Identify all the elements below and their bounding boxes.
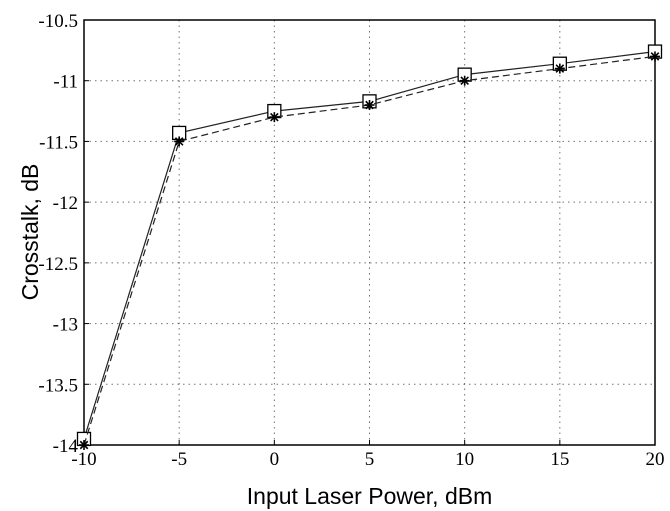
x-tick-label: 10 xyxy=(455,449,474,470)
x-axis-label: Input Laser Power, dBm xyxy=(247,483,492,509)
data-point-star xyxy=(554,63,565,74)
x-tick-label: 5 xyxy=(365,449,375,470)
series-2 xyxy=(79,51,660,450)
y-tick-label: -11 xyxy=(53,72,78,93)
y-tick-label: -10.5 xyxy=(38,11,78,32)
x-tick-label: 15 xyxy=(550,449,569,470)
x-tick-label: 20 xyxy=(646,449,665,470)
series-layer xyxy=(76,44,663,450)
y-tick-label: -13.5 xyxy=(38,375,78,396)
data-point-star xyxy=(269,112,280,123)
x-tick-label: 0 xyxy=(270,449,280,470)
plot-frame xyxy=(83,19,656,446)
grid-lines xyxy=(84,20,655,445)
data-point-star xyxy=(174,136,185,147)
y-tick-label: -11.5 xyxy=(39,132,78,153)
y-axis-label: Crosstalk, dB xyxy=(17,164,43,301)
y-tick-label: -14 xyxy=(53,436,79,457)
data-point-star xyxy=(364,100,375,110)
x-tick-label: -10 xyxy=(71,449,96,470)
data-point-star xyxy=(650,51,660,62)
y-tick-label: -13 xyxy=(53,315,78,336)
tick-labels: -10 -5 0 5 10 15 20 -10.5 -11 -11.5 -12 -12.5 -13 -13… xyxy=(38,11,664,470)
data-point-star xyxy=(459,75,470,86)
x-tick-label: -5 xyxy=(171,449,187,470)
y-tick-label: -12 xyxy=(53,193,78,214)
y-tick-label: -12.5 xyxy=(38,254,78,275)
